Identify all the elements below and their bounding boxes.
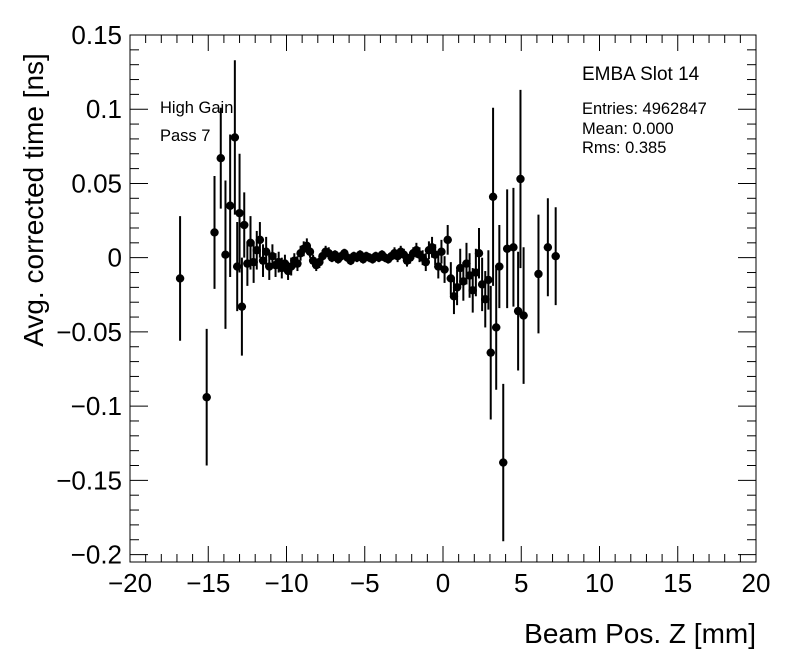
- y-axis: 0.15 0.1 0.05 0 −0.05 −0.1 −0.15 −0.2: [56, 20, 756, 570]
- data-point: [216, 154, 225, 163]
- data-point: [437, 247, 446, 256]
- x-tick-label: −20: [108, 568, 152, 598]
- x-axis: −20 −15 −10 −5 0 5 10 15 20: [108, 35, 771, 598]
- data-point: [237, 302, 247, 311]
- data-point: [243, 259, 252, 268]
- data-point: [488, 192, 498, 202]
- data-point: [246, 238, 255, 248]
- y-tick-label: −0.05: [56, 317, 122, 347]
- data-point: [230, 133, 240, 142]
- data-point: [265, 262, 274, 271]
- data-point: [481, 295, 490, 304]
- data-point: [443, 235, 452, 245]
- data-point: [421, 257, 430, 267]
- data-point: [543, 243, 553, 252]
- x-tick-label: 15: [663, 568, 692, 598]
- data-point: [261, 247, 271, 256]
- data-point: [430, 250, 440, 259]
- data-point: [305, 247, 315, 256]
- x-tick-label: 0: [436, 568, 450, 598]
- data-point: [474, 249, 484, 258]
- data-point: [235, 208, 244, 218]
- y-tick-label: −0.15: [56, 465, 122, 495]
- data-point: [449, 292, 459, 301]
- y-tick-label: 0: [108, 243, 122, 273]
- stats-rms: Rms: 0.385: [582, 139, 667, 157]
- data-point: [255, 235, 265, 245]
- data-point: [175, 274, 185, 283]
- data-point: [427, 243, 437, 252]
- data-point: [258, 256, 268, 265]
- y-tick-label: −0.2: [71, 540, 122, 570]
- x-axis-label: Beam Pos. Z [mm]: [524, 618, 756, 649]
- data-point: [252, 246, 261, 255]
- data-point: [471, 268, 481, 277]
- y-tick-label: 0.15: [71, 20, 122, 50]
- data-point: [462, 259, 471, 268]
- data-point: [452, 283, 462, 292]
- data-point: [468, 286, 477, 295]
- data-point: [502, 244, 512, 253]
- data-point: [221, 250, 230, 259]
- data-point: [293, 259, 302, 268]
- data-point: [519, 311, 528, 320]
- data-point: [492, 323, 501, 332]
- data-point: [516, 174, 525, 184]
- data-point: [434, 262, 443, 271]
- data-point: [551, 251, 560, 261]
- data-point: [210, 228, 219, 237]
- x-tick-label: 20: [742, 568, 771, 598]
- data-point: [240, 220, 249, 230]
- data-point: [484, 275, 493, 285]
- data-point: [440, 265, 449, 274]
- data-points: [175, 60, 560, 542]
- data-point: [534, 269, 543, 279]
- data-point: [499, 458, 508, 467]
- data-point: [465, 271, 474, 280]
- y-tick-label: 0.05: [71, 168, 122, 198]
- data-point: [456, 263, 465, 273]
- data-point: [459, 277, 468, 286]
- data-point: [268, 251, 277, 261]
- x-tick-label: 5: [514, 568, 528, 598]
- data-point: [202, 393, 211, 402]
- x-tick-label: 10: [585, 568, 614, 598]
- x-tick-label: −10: [264, 568, 308, 598]
- data-point: [446, 274, 456, 283]
- stats-title: EMBA Slot 14: [582, 64, 700, 85]
- data-point: [225, 201, 235, 210]
- x-tick-label: −5: [350, 568, 380, 598]
- data-point: [249, 257, 258, 267]
- stats-entries: Entries: 4962847: [582, 100, 707, 118]
- data-point: [280, 259, 290, 268]
- annotation-pass: Pass 7: [160, 127, 211, 145]
- x-tick-label: −15: [186, 568, 230, 598]
- data-point: [486, 348, 495, 357]
- data-point: [509, 243, 518, 252]
- data-point: [495, 262, 504, 271]
- data-point: [477, 280, 487, 289]
- stats-mean: Mean: 0.000: [582, 120, 674, 138]
- y-tick-label: 0.1: [86, 94, 122, 124]
- y-tick-label: −0.1: [71, 391, 122, 421]
- annotation-high-gain: High Gain: [160, 99, 234, 117]
